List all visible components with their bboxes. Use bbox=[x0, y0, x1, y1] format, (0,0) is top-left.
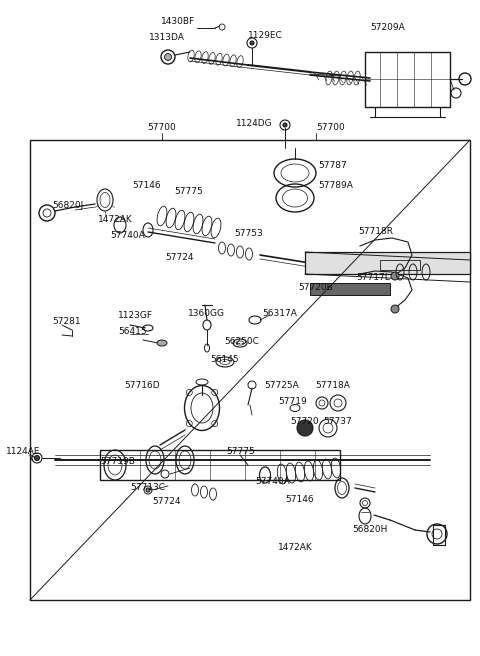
Text: 57718A: 57718A bbox=[315, 380, 350, 390]
Text: 1313DA: 1313DA bbox=[149, 33, 185, 43]
Circle shape bbox=[250, 41, 254, 45]
Text: 57281: 57281 bbox=[52, 318, 81, 327]
Text: 57724: 57724 bbox=[165, 253, 193, 262]
Circle shape bbox=[283, 123, 287, 127]
Text: 1472AK: 1472AK bbox=[278, 544, 313, 552]
Circle shape bbox=[165, 54, 171, 60]
Text: 57719: 57719 bbox=[278, 398, 307, 407]
Text: 57718R: 57718R bbox=[358, 228, 393, 237]
Text: 57789A: 57789A bbox=[318, 180, 353, 190]
Text: 57720: 57720 bbox=[290, 417, 319, 426]
Bar bbox=[380, 260, 420, 270]
Text: 56820H: 56820H bbox=[352, 525, 387, 535]
Text: 56820J: 56820J bbox=[52, 201, 83, 209]
Text: 56250C: 56250C bbox=[224, 337, 259, 346]
Text: 1124DG: 1124DG bbox=[236, 119, 273, 127]
Bar bbox=[365, 52, 450, 107]
Circle shape bbox=[391, 305, 399, 313]
Text: 56145: 56145 bbox=[210, 356, 239, 365]
Text: 1360GG: 1360GG bbox=[188, 308, 225, 318]
Text: 57209A: 57209A bbox=[370, 24, 405, 33]
Bar bbox=[305, 252, 470, 274]
Text: 57775: 57775 bbox=[226, 447, 255, 457]
Text: 57700: 57700 bbox=[148, 123, 176, 133]
Text: 57146: 57146 bbox=[285, 495, 313, 504]
Text: 57700: 57700 bbox=[316, 123, 345, 133]
Text: 57724: 57724 bbox=[152, 497, 180, 506]
Text: 56415: 56415 bbox=[118, 327, 146, 337]
Text: 1123GF: 1123GF bbox=[118, 310, 153, 319]
Text: 57740A: 57740A bbox=[110, 232, 145, 241]
Ellipse shape bbox=[157, 340, 167, 346]
Circle shape bbox=[146, 488, 150, 492]
Text: 57717L: 57717L bbox=[356, 274, 390, 283]
Text: 57787: 57787 bbox=[318, 161, 347, 169]
Text: 57725A: 57725A bbox=[264, 380, 299, 390]
Text: 1430BF: 1430BF bbox=[161, 18, 195, 26]
Circle shape bbox=[391, 272, 399, 280]
Bar bbox=[100, 450, 340, 480]
Text: 57146: 57146 bbox=[132, 180, 161, 190]
Text: 57775: 57775 bbox=[174, 188, 203, 197]
Text: 57737: 57737 bbox=[323, 417, 352, 426]
Text: 1124AE: 1124AE bbox=[6, 447, 40, 457]
Circle shape bbox=[297, 420, 313, 436]
Bar bbox=[310, 283, 390, 295]
Text: 56317A: 56317A bbox=[262, 308, 297, 318]
Text: 57720B: 57720B bbox=[298, 283, 333, 293]
Text: 1129EC: 1129EC bbox=[248, 30, 283, 39]
Bar bbox=[30, 140, 470, 600]
Circle shape bbox=[35, 455, 39, 461]
Text: 57716D: 57716D bbox=[124, 380, 160, 390]
Text: 57719B: 57719B bbox=[100, 457, 135, 466]
Text: 57753: 57753 bbox=[234, 228, 263, 237]
Text: 57740A: 57740A bbox=[255, 478, 290, 487]
Text: 1472AK: 1472AK bbox=[98, 216, 133, 224]
Text: 57713C: 57713C bbox=[130, 483, 165, 493]
